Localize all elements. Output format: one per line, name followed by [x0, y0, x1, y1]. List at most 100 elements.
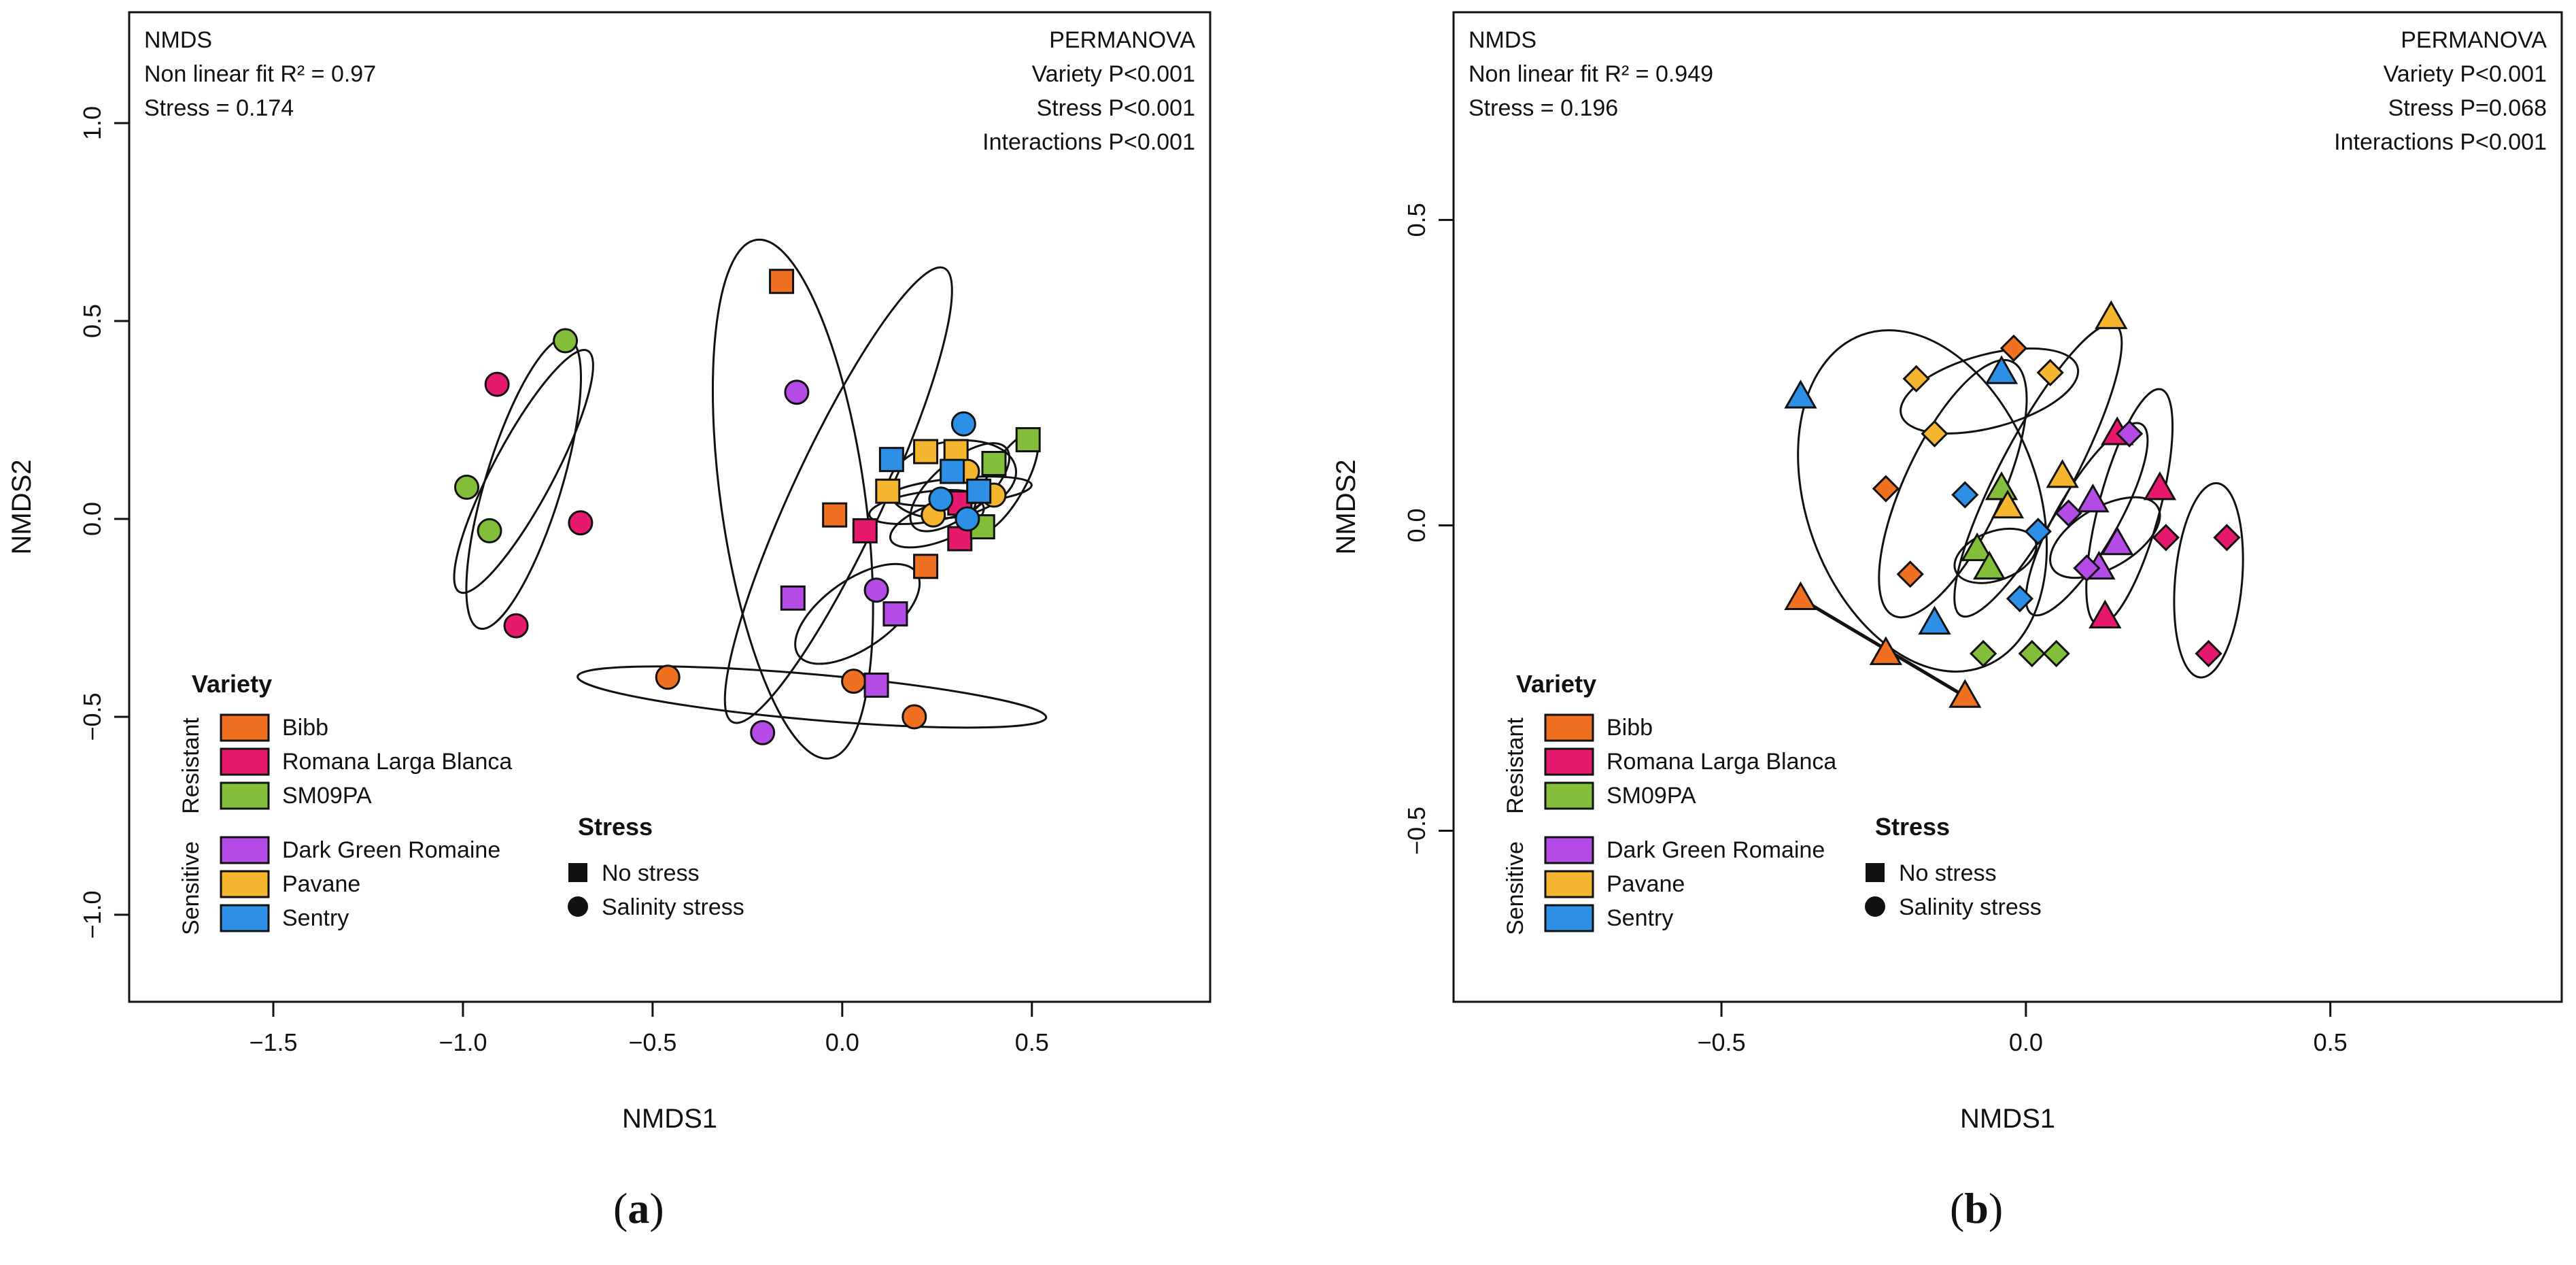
legend-stress-marker: [568, 896, 588, 917]
legend: Variety Bibb Romana Larga Blanca SM09PA Resi…: [1502, 670, 2042, 935]
point-bibb-triangle: [1948, 679, 1982, 708]
point-bibb-diamond: [1999, 334, 2028, 362]
legend-item-label: Dark Green Romaine: [1607, 837, 1825, 863]
point-sentry-triangle: [1985, 355, 2019, 384]
point-romana-larga-blanca-circle: [568, 510, 594, 536]
confidence-ellipse: [577, 665, 1048, 729]
point-pavane-triangle: [1991, 489, 2025, 519]
point-dark-green-romaine-triangle: [2101, 526, 2134, 556]
legend-swatch: [220, 836, 270, 864]
legend-group-label: Sensitive: [178, 841, 204, 935]
legend-swatch: [1544, 904, 1594, 932]
point-bibb-circle: [841, 669, 867, 694]
legend-swatch: [1544, 781, 1594, 810]
confidence-ellipse: [2173, 482, 2244, 679]
point-sm09pa-diamond: [1970, 639, 1997, 668]
legend-item-label: Pavane: [1607, 871, 1685, 897]
point-pavane-diamond: [2036, 358, 2064, 387]
legend-stress-label: Salinity stress: [602, 894, 744, 920]
legend-stress-title: Stress: [578, 813, 653, 841]
annotation-left: Non linear fit R² = 0.949: [1469, 61, 1713, 87]
confidence-ellipse: [711, 238, 874, 760]
point-dark-green-romaine-square: [863, 672, 889, 698]
legend-item-label: Romana Larga Blanca: [282, 749, 512, 775]
point-pavane-diamond: [1921, 420, 1948, 448]
y-tick-label: −0.5: [1403, 807, 1430, 855]
legend-group-label: Resistant: [1502, 718, 1528, 814]
point-sentry-square: [878, 447, 904, 473]
y-tick-label: 0.5: [1403, 203, 1430, 237]
point-bibb-circle: [901, 704, 927, 730]
x-tick-label: −1.5: [249, 1028, 297, 1056]
point-pavane-triangle: [2095, 300, 2128, 329]
annotation-right: Interactions P<0.001: [982, 129, 1195, 155]
point-pavane-square: [875, 478, 901, 504]
y-tick-label: −0.5: [78, 692, 106, 741]
legend-item-label: Sentry: [1607, 905, 1673, 931]
point-romana-larga-blanca-square: [852, 518, 878, 543]
confidence-ellipse: [723, 266, 953, 724]
legend-variety-title: Variety: [1516, 670, 1596, 698]
panel-label-b: (b): [1950, 1184, 2004, 1232]
point-dark-green-romaine-circle: [750, 720, 776, 745]
legend-item-label: SM09PA: [1607, 783, 1696, 809]
panel-label-a: (a): [613, 1184, 664, 1232]
point-dark-green-romaine-circle: [784, 380, 810, 405]
point-bibb-diamond: [1872, 475, 1900, 503]
points: [454, 269, 1041, 745]
annotation-right: Stress P=0.068: [2388, 95, 2547, 121]
point-pavane-diamond: [1902, 365, 1930, 393]
point-sentry-diamond: [1951, 481, 1979, 509]
point-romana-larga-blanca-diamond: [2195, 639, 2222, 668]
point-bibb-triangle: [1784, 581, 1817, 611]
legend-swatch: [1544, 870, 1594, 898]
legend-item-label: SM09PA: [282, 783, 372, 809]
y-axis-label: NMDS2: [7, 459, 37, 554]
point-sentry-circle: [950, 411, 976, 437]
point-sm09pa-square: [981, 450, 1007, 476]
legend-variety-title: Variety: [192, 670, 272, 698]
point-sentry-square: [940, 458, 965, 484]
annotation-left: Non linear fit R² = 0.97: [144, 61, 376, 87]
point-romana-larga-blanca-diamond: [2152, 524, 2180, 552]
legend-swatch: [220, 747, 270, 776]
point-sentry-diamond: [2006, 585, 2034, 613]
point-romana-larga-blanca-circle: [503, 613, 529, 639]
legend-swatch: [220, 781, 270, 810]
legend-swatch: [1544, 713, 1594, 742]
legend-item-label: Dark Green Romaine: [282, 837, 500, 863]
y-tick-label: 0.5: [78, 304, 106, 338]
annotation-right: Stress P<0.001: [1037, 95, 1195, 121]
legend-group-label: Resistant: [178, 718, 204, 814]
legend-swatch: [220, 870, 270, 898]
point-sm09pa-circle: [454, 474, 480, 500]
annotation-right: Variety P<0.001: [2384, 61, 2547, 87]
point-romana-larga-blanca-circle: [484, 371, 510, 397]
point-sentry-circle: [928, 486, 954, 512]
x-tick-label: −1.0: [439, 1028, 487, 1056]
point-romana-larga-blanca-diamond: [2213, 524, 2241, 552]
point-sentry-square: [966, 478, 992, 504]
legend-stress-marker: [1865, 896, 1885, 917]
point-romana-larga-blanca-triangle: [2089, 599, 2122, 628]
legend-stress-label: No stress: [1899, 860, 1997, 886]
point-dark-green-romaine-diamond: [2073, 554, 2101, 582]
legend-stress-marker: [1866, 863, 1885, 882]
x-axis-label: NMDS1: [622, 1104, 717, 1134]
annotation-left: Stress = 0.174: [144, 95, 294, 121]
legend-item-label: Sentry: [282, 905, 349, 931]
point-dark-green-romaine-diamond: [2055, 499, 2082, 527]
chart-panel-a: −1.5 −1.0 −0.5 0.0 0.5 −1.0 −0.5 0.0 0.5 1.0 NMDS1…: [7, 11, 1212, 1134]
y-tick-label: 0.0: [78, 502, 106, 536]
point-sentry-triangle: [1918, 605, 1951, 635]
annotation-left: NMDS: [1469, 27, 1536, 53]
point-sentry-diamond: [2024, 518, 2052, 545]
chart-panel-b: −0.5 0.0 0.5 −0.5 0.0 0.5 NMDS1 NMDS2 NMDS Non li…: [1331, 11, 2563, 1134]
point-romana-larga-blanca-triangle: [2143, 471, 2177, 501]
legend-swatch: [1544, 836, 1594, 864]
x-axis-label: NMDS1: [1960, 1104, 2055, 1134]
legend-stress-label: No stress: [602, 860, 700, 886]
annotation-right: PERMANOVA: [2401, 27, 2547, 53]
point-sm09pa-triangle: [1985, 471, 2019, 501]
